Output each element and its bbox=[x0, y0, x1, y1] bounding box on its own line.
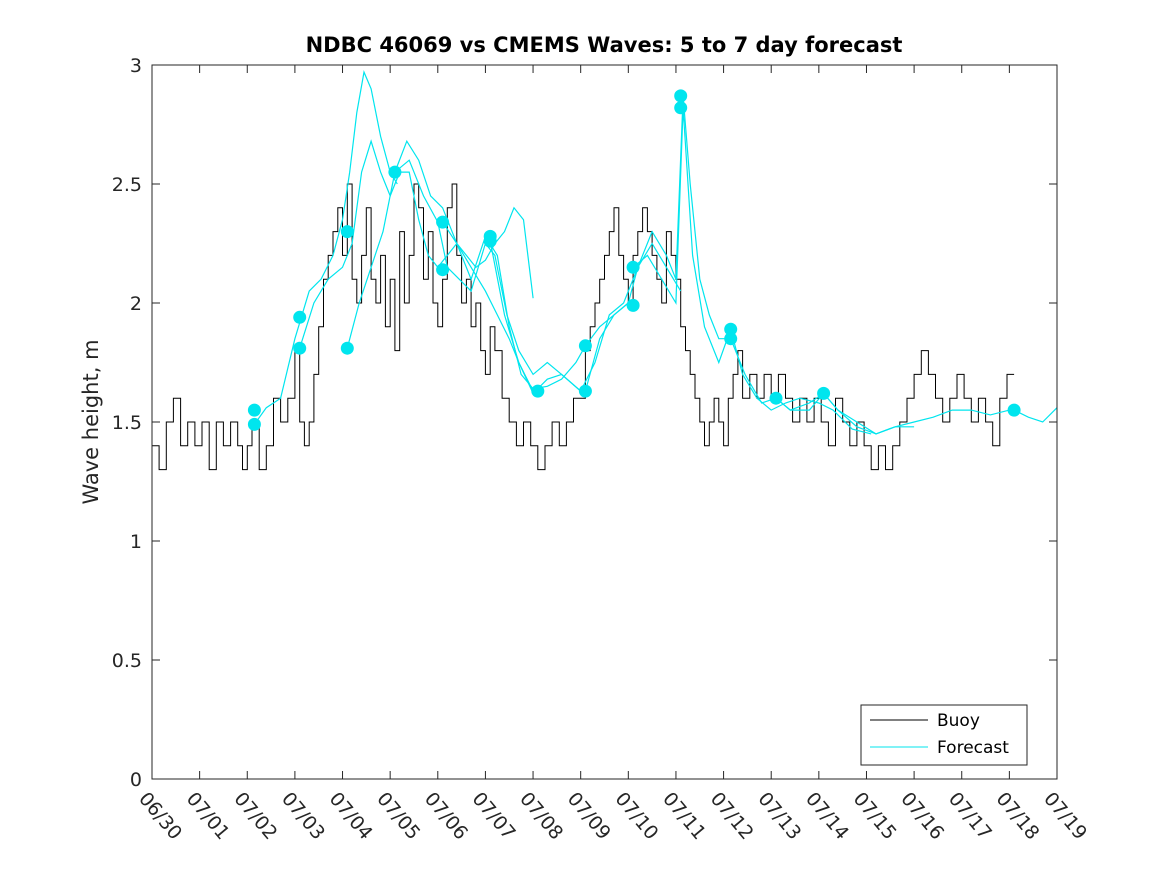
forecast-marker bbox=[247, 403, 261, 417]
buoy-series bbox=[152, 183, 1015, 471]
forecast-marker bbox=[436, 215, 450, 229]
forecast-marker bbox=[293, 341, 307, 355]
forecast-marker bbox=[674, 89, 688, 103]
y-axis: 0 0.5 1 1.5 2 2.5 3 bbox=[112, 55, 1057, 791]
forecast-marker bbox=[724, 322, 738, 336]
y-axis-label: Wave height, m bbox=[79, 339, 103, 504]
forecast-line-6 bbox=[489, 240, 682, 395]
y-tick-label: 1 bbox=[130, 531, 142, 553]
forecast-marker bbox=[578, 339, 592, 353]
y-tick-label: 0.5 bbox=[112, 650, 142, 672]
y-tick-label: 3 bbox=[130, 55, 142, 77]
y-tick-label: 2 bbox=[130, 293, 142, 315]
forecast-marker bbox=[293, 310, 307, 324]
forecast-marker bbox=[1007, 403, 1021, 417]
chart-title: NDBC 46069 vs CMEMS Waves: 5 to 7 day fo… bbox=[306, 33, 903, 57]
forecast-series-group bbox=[253, 70, 1058, 435]
y-tick-label: 0 bbox=[130, 769, 142, 791]
y-tick-label: 1.5 bbox=[112, 412, 142, 434]
forecast-marker bbox=[626, 260, 640, 274]
forecast-marker bbox=[483, 234, 497, 248]
forecast-line-3 bbox=[346, 139, 534, 392]
buoy-line bbox=[152, 183, 1015, 471]
legend-label-forecast: Forecast bbox=[937, 738, 1009, 758]
forecast-marker bbox=[340, 225, 354, 239]
forecast-marker bbox=[436, 263, 450, 277]
forecast-start-markers bbox=[247, 89, 1021, 431]
forecast-marker bbox=[674, 101, 688, 115]
forecast-marker bbox=[388, 165, 402, 179]
forecast-marker bbox=[340, 341, 354, 355]
forecast-line-8 bbox=[632, 107, 872, 435]
forecast-marker bbox=[626, 298, 640, 312]
forecast-marker bbox=[769, 391, 783, 405]
legend: Buoy Forecast bbox=[860, 704, 1028, 766]
forecast-marker bbox=[247, 417, 261, 431]
forecast-line-7 bbox=[584, 95, 731, 392]
forecast-marker bbox=[724, 332, 738, 346]
forecast-marker bbox=[531, 384, 545, 398]
forecast-line-1 bbox=[253, 70, 398, 425]
legend-box bbox=[860, 704, 1028, 766]
forecast-marker bbox=[817, 386, 831, 400]
forecast-marker bbox=[578, 384, 592, 398]
legend-label-buoy: Buoy bbox=[937, 711, 980, 731]
y-tick-label: 2.5 bbox=[112, 174, 142, 196]
